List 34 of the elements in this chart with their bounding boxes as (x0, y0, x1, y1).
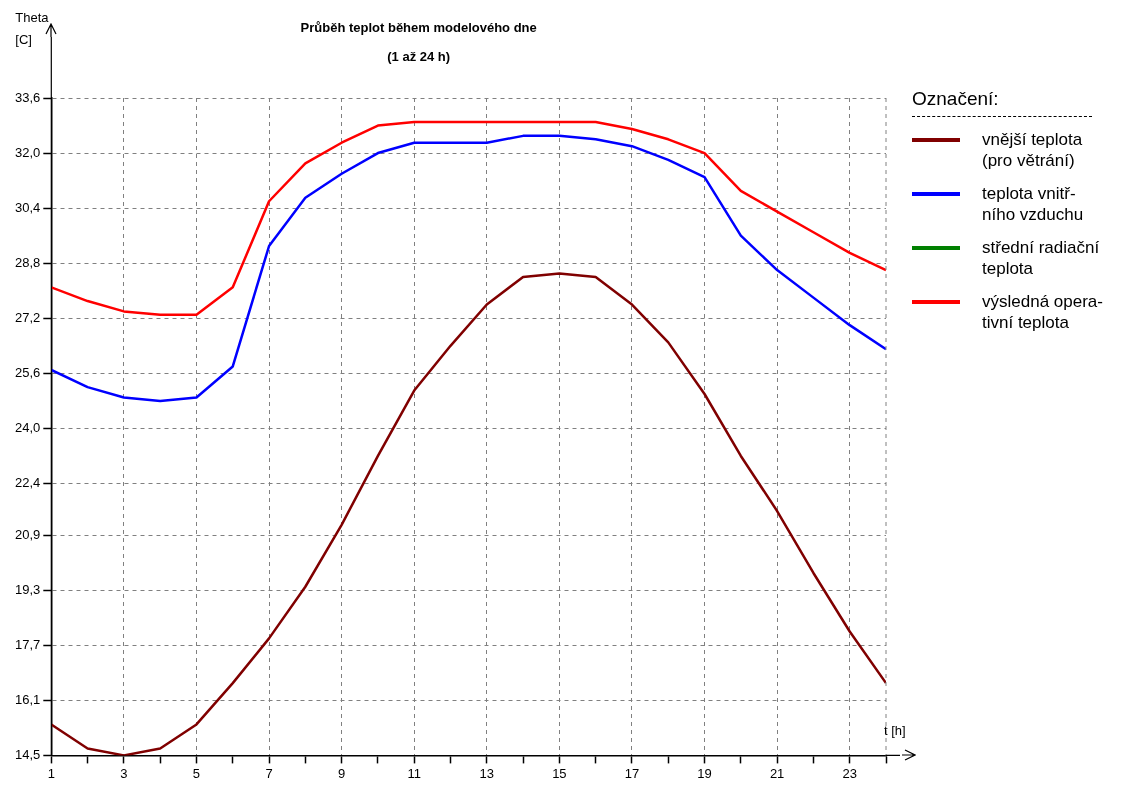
x-tick-label: 19 (697, 765, 712, 781)
legend-title: Označení: (912, 88, 1000, 110)
y-tick-label: 24,0 (14, 420, 41, 435)
x-tick-label: 15 (552, 765, 567, 781)
y-tick-label: 25,6 (14, 364, 41, 380)
y-tick-label: 16,1 (14, 691, 41, 707)
y-tick-label: 17,7 (14, 636, 41, 652)
y-tick-label: 20,9 (14, 526, 41, 542)
x-tick-label: 13 (479, 765, 495, 781)
x-tick-label: 21 (769, 765, 785, 781)
y-tick-label: 33,6 (14, 89, 41, 105)
x-axis-title: t [h] (884, 723, 906, 739)
legend-label: vnější teplota (pro větrání) (982, 129, 1083, 171)
y-axis-title: Theta [C] (15, 9, 50, 47)
x-tick-label: 3 (120, 765, 128, 781)
chart-title: Průběh teplot během modelového dne (300, 19, 537, 35)
legend-label: teplota vnitř- ního vzduchu (982, 183, 1084, 225)
y-tick-label: 28,8 (14, 254, 41, 270)
y-tick-label: 19,3 (14, 581, 41, 597)
y-tick-label: 22,4 (14, 475, 41, 491)
y-tick-label: 32,0 (14, 144, 41, 160)
x-tick-label: 7 (265, 765, 273, 781)
x-tick-label: 9 (338, 765, 346, 781)
legend-label: výsledná opera- tivní teplota (982, 291, 1103, 333)
x-tick-label: 23 (842, 765, 857, 781)
y-tick-label: 14,5 (14, 746, 41, 762)
y-tick-label: 27,2 (14, 309, 41, 325)
chart-subtitle: (1 až 24 h) (387, 48, 451, 64)
x-tick-label: 11 (407, 765, 421, 781)
legend-label: střední radiační teplota (982, 237, 1100, 279)
x-tick-label: 17 (624, 765, 640, 781)
x-tick-label: 1 (47, 765, 55, 781)
y-tick-label: 30,4 (14, 199, 41, 215)
x-tick-label: 5 (192, 765, 201, 781)
